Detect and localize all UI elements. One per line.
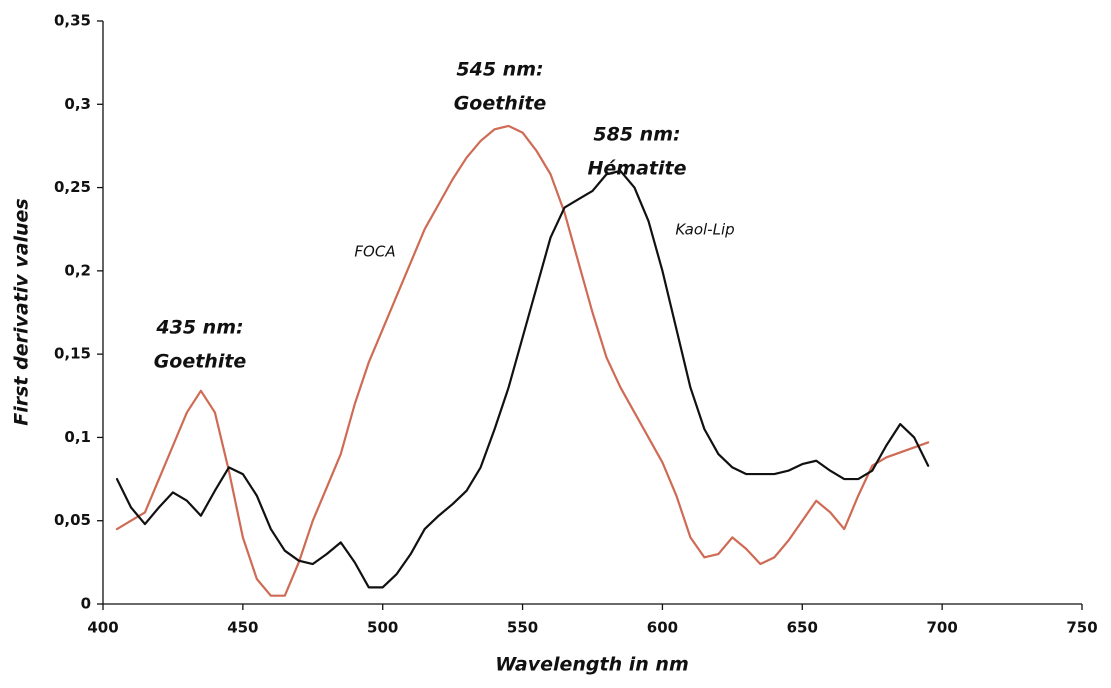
y-tick-label: 0,1 [64,428,91,446]
y-tick-label: 0,25 [54,178,91,196]
annotation: 585 nm: [593,124,680,146]
y-axis-title: First derivativ values [11,198,33,425]
y-tick-label: 0,2 [64,261,91,279]
x-tick-label: 500 [367,619,398,637]
annotation: Hématite [588,158,687,180]
x-tick-label: 750 [1066,619,1097,637]
series-line [115,124,930,597]
series-label: Kaol-Lip [675,221,734,239]
annotation: Goethite [454,93,547,115]
y-tick-label: 0,15 [54,345,91,363]
x-axis-title: Wavelength in nm [495,654,689,676]
y-tick-label: 0,05 [54,511,91,529]
annotation: Goethite [154,351,247,373]
x-tick-label: 600 [647,619,678,637]
series-line [115,169,930,589]
x-tick-label: 550 [507,619,538,637]
x-tick-label: 450 [227,619,258,637]
y-tick-label: 0,35 [54,12,91,30]
series-label: FOCA [354,243,395,261]
annotation: 435 nm: [155,317,243,339]
x-tick-label: 700 [926,619,957,637]
y-tick-label: 0 [81,595,91,613]
y-tick-label: 0,3 [64,95,91,113]
x-tick-label: 400 [87,619,118,637]
x-tick-label: 650 [787,619,818,637]
annotation: 545 nm: [456,59,543,81]
